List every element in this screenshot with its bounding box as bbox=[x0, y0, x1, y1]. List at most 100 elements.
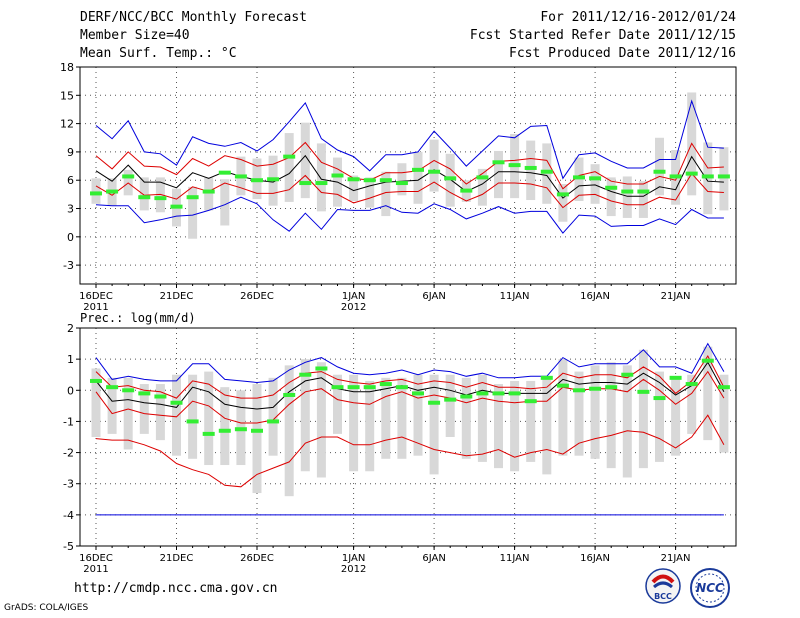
panel-1-box bbox=[300, 122, 310, 199]
panel-2-frame bbox=[79, 327, 737, 547]
panel-2-box bbox=[703, 346, 713, 441]
panel-2-median-marker bbox=[218, 428, 231, 433]
panel-1-median-marker bbox=[573, 175, 585, 180]
panel-1-median-marker bbox=[605, 185, 618, 190]
panel-2-box bbox=[188, 374, 198, 459]
panel-2-series-max bbox=[95, 342, 725, 384]
ncc-logo-text: NCC bbox=[696, 581, 724, 595]
panel-1-box bbox=[188, 186, 198, 239]
panel-2-box bbox=[671, 377, 681, 456]
panel-1-series-min bbox=[95, 196, 724, 234]
panel-2-box bbox=[719, 374, 729, 453]
panel-2-ytick-label: -4 bbox=[63, 509, 74, 522]
panel-2-median-marker bbox=[234, 427, 247, 432]
panel-2-box bbox=[606, 362, 616, 469]
panel-2-ytick-label: -3 bbox=[63, 478, 74, 491]
panel-2-median-marker bbox=[202, 431, 215, 436]
panel-2-box bbox=[622, 365, 632, 478]
panel-1-median-marker bbox=[395, 181, 408, 186]
grads-credit: GrADS: COLA/IGES bbox=[4, 603, 89, 613]
panel-2-median-marker bbox=[605, 385, 618, 390]
panel-2-median-marker bbox=[331, 385, 344, 390]
panel-1-median-marker bbox=[685, 171, 698, 176]
panel-2-box bbox=[139, 384, 149, 434]
panel-1-median-marker bbox=[202, 189, 215, 194]
panel-2-box bbox=[655, 371, 664, 462]
panel-1-median-marker bbox=[444, 176, 457, 181]
panel-2-box bbox=[542, 377, 552, 475]
panel-1-median-marker bbox=[283, 154, 296, 159]
panel-1-median-marker bbox=[621, 189, 634, 194]
panel-1-box bbox=[558, 183, 568, 222]
panel-1-median-marker bbox=[186, 195, 199, 200]
panel-1-median-marker bbox=[138, 195, 151, 200]
panel-1-median-marker bbox=[251, 178, 263, 183]
panel-1-ytick-label: -3 bbox=[63, 259, 74, 272]
panel-1-median-marker bbox=[331, 173, 344, 178]
panel-1-ytick-label: 9 bbox=[67, 146, 74, 159]
panel-2-median-marker bbox=[283, 392, 296, 397]
source-url[interactable]: http://cmdp.ncc.cma.gov.cn bbox=[74, 581, 278, 596]
panel-2-median-marker bbox=[492, 391, 505, 396]
panel-1-ytick-label: 15 bbox=[60, 89, 74, 102]
panel-1-median-marker bbox=[218, 170, 231, 175]
panel-2-xtick-label: 26DEC bbox=[240, 553, 274, 564]
panel-2-box bbox=[590, 365, 600, 459]
panel-2-ytick-label: -1 bbox=[63, 415, 74, 428]
panel-2-box bbox=[494, 384, 503, 469]
panel-1-median-marker bbox=[347, 177, 360, 182]
panel-1-series-upper bbox=[95, 141, 724, 190]
fcst-produced-date: Fcst Produced Date 2011/12/16 bbox=[509, 46, 736, 61]
panel-2-xtick-label: 1JAN bbox=[342, 553, 365, 564]
panel-1-median-marker bbox=[428, 169, 441, 174]
panel-1-median-marker bbox=[234, 174, 247, 179]
fcst-started-date: Fcst Started Refer Date 2011/12/15 bbox=[469, 28, 736, 43]
variable-label: Mean Surf. Temp.: °C bbox=[80, 46, 237, 61]
panel-1-series-max bbox=[95, 99, 724, 180]
chart-title: DERF/NCC/BCC Monthly Forecast bbox=[80, 10, 307, 25]
panel-2-median-marker bbox=[637, 389, 650, 394]
panel-2-year-label: 2012 bbox=[341, 564, 366, 575]
panel-2-median-marker bbox=[444, 397, 457, 402]
panel-2-median-marker bbox=[379, 382, 392, 387]
panel-2-median-marker bbox=[170, 400, 183, 405]
panel-1-box bbox=[381, 171, 391, 217]
panel-2-box bbox=[445, 374, 455, 437]
panel-1-box bbox=[477, 168, 487, 206]
panel-2-median-marker bbox=[395, 385, 408, 390]
panel-1-box bbox=[349, 175, 359, 201]
panel-1-ytick-label: 6 bbox=[67, 174, 74, 187]
panel-1-box bbox=[494, 150, 503, 199]
panel-2-median-marker bbox=[524, 399, 537, 404]
panel-1-ytick-label: 18 bbox=[60, 61, 74, 74]
panel-2-median-marker bbox=[90, 378, 102, 383]
panel-2-box bbox=[333, 374, 342, 434]
panel-1-median-marker bbox=[524, 165, 537, 170]
header-left: DERF/NCC/BCC Monthly Forecast Member Size… bbox=[80, 9, 307, 63]
panel-2-xtick-label: 16JAN bbox=[580, 553, 610, 564]
panel-2-box bbox=[381, 377, 391, 459]
panel-2-xtick-label: 21JAN bbox=[661, 553, 691, 564]
panel-1-box bbox=[655, 137, 664, 196]
panel-2-title: Prec.: log(mm/d) bbox=[80, 311, 196, 325]
panel-1-median-marker bbox=[669, 174, 682, 179]
panel-2-median-marker bbox=[573, 388, 585, 393]
panel-1-box bbox=[413, 151, 423, 204]
panel-1-median-marker bbox=[267, 177, 280, 182]
panel-1-median-marker bbox=[363, 178, 376, 183]
panel-2-median-marker bbox=[186, 419, 199, 424]
panel-1-median-marker bbox=[508, 163, 521, 168]
panel-2-ytick-label: 2 bbox=[67, 322, 74, 335]
panel-1-box bbox=[139, 177, 149, 211]
panel-2-box bbox=[204, 371, 214, 466]
panel-2-median-marker bbox=[106, 385, 119, 390]
panel-2-box bbox=[107, 377, 117, 434]
panel-2-xtick-label: 6JAN bbox=[422, 553, 445, 564]
panel-1-xtick-label: 1JAN bbox=[342, 291, 365, 302]
panel-1-box bbox=[719, 147, 729, 211]
header-right: For 2011/12/16-2012/01/24 Fcst Started Re… bbox=[470, 9, 736, 63]
panel-1-ytick-label: 0 bbox=[67, 231, 74, 244]
panel-2-series-upper bbox=[95, 355, 725, 399]
panel-1-median-marker bbox=[122, 174, 135, 179]
panel-2-median-marker bbox=[299, 372, 312, 377]
